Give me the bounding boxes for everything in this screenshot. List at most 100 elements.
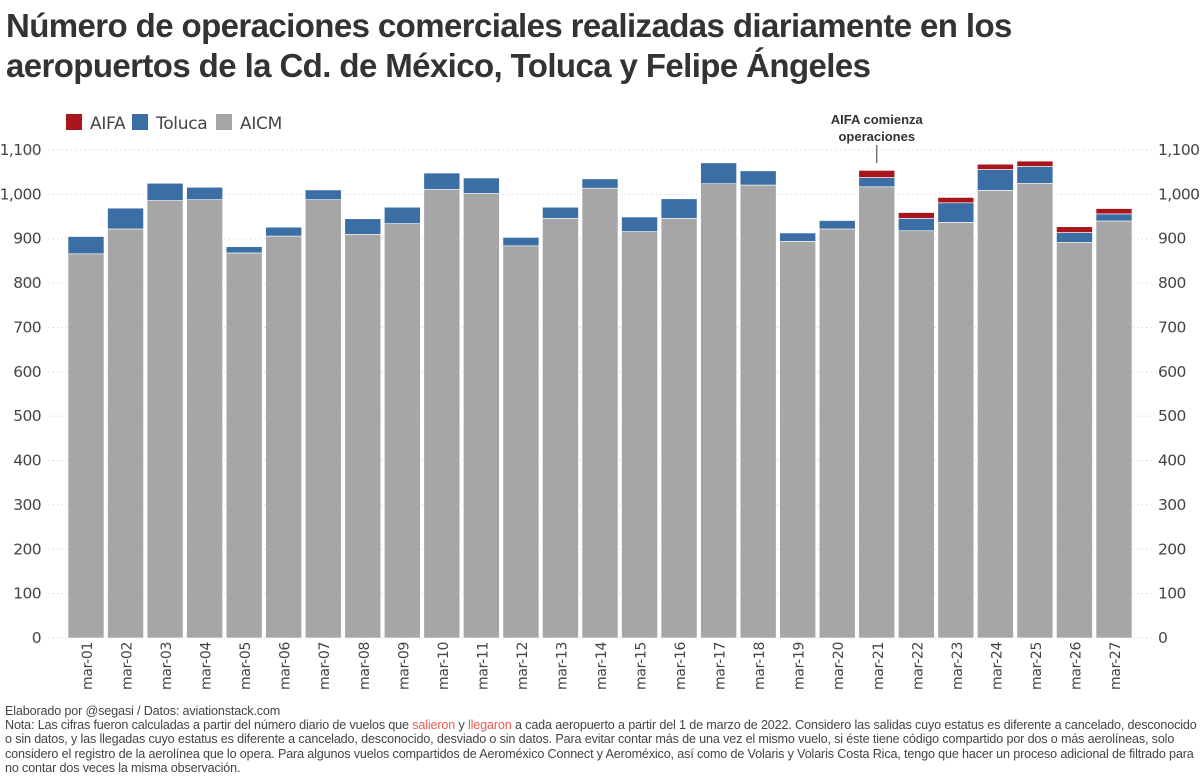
bar-aicm [463, 193, 500, 639]
bar-toluca [621, 216, 658, 232]
bar-toluca [1095, 213, 1133, 222]
bar-toluca [186, 186, 223, 200]
note-text: Nota: Las cifras fueron calculadas a par… [5, 718, 1197, 775]
bar-toluca [1056, 232, 1093, 243]
bar-toluca [779, 232, 816, 242]
y-tick-label-right: 500 [1158, 407, 1186, 425]
x-tick-label: mar-24 [989, 641, 1005, 690]
x-tick-label: mar-17 [713, 642, 729, 690]
bars [67, 160, 1133, 639]
bar-toluca [107, 207, 144, 230]
y-tick-label-left: 300 [13, 496, 41, 514]
bar-aifa [898, 212, 935, 219]
y-tick-label-right: 600 [1158, 363, 1186, 381]
bar-aicm [1016, 182, 1054, 639]
bar-toluca [463, 177, 500, 194]
bar-aicm [384, 223, 421, 639]
bar-toluca [304, 189, 342, 200]
note-part-3: a cada aeropuerto a partir del 1 de marz… [5, 718, 1197, 775]
bar-aicm [660, 218, 698, 639]
footer: Elaborado por @segasi / Datos: aviations… [5, 704, 1197, 775]
bar-aicm [304, 199, 342, 639]
x-tick-label: mar-11 [475, 642, 491, 690]
bar-aifa [937, 197, 975, 204]
x-tick-label: mar-13 [554, 642, 570, 690]
bar-aicm [739, 184, 777, 639]
x-tick-label: mar-03 [159, 642, 175, 690]
bar-toluca [937, 202, 975, 223]
y-tick-label-right: 200 [1158, 540, 1186, 558]
annotation-text-line1: AIFA comienza [831, 112, 924, 127]
y-tick-label-left: 400 [13, 452, 41, 470]
y-tick-label-right: 300 [1158, 496, 1186, 514]
bar-aifa [977, 163, 1014, 170]
x-tick-label: mar-18 [752, 642, 768, 690]
y-tick-label-left: 900 [13, 230, 41, 248]
bar-aicm [621, 231, 658, 639]
x-tick-label: mar-06 [278, 641, 294, 690]
x-tick-label: mar-04 [199, 641, 215, 690]
bar-toluca [700, 162, 737, 185]
y-tick-label-right: 400 [1158, 452, 1186, 470]
y-tick-label-left: 0 [32, 629, 41, 647]
bar-toluca [146, 182, 184, 201]
bar-aicm [898, 230, 935, 639]
legend: AIFA Toluca AICM [66, 114, 282, 134]
note-part-2: y [455, 718, 468, 733]
x-tick-label: mar-10 [436, 642, 452, 690]
y-tick-label-left: 200 [13, 540, 41, 558]
y-tick-label-right: 1,100 [1158, 141, 1199, 159]
x-tick-label: mar-20 [831, 642, 847, 690]
bar-toluca [581, 178, 619, 189]
x-tick-label: mar-27 [1108, 642, 1124, 690]
x-tick-label: mar-25 [1029, 642, 1045, 690]
x-axis: mar-01 mar-02 mar-03 mar-04 mar-05 mar-06 mar-… [80, 641, 1124, 690]
bar-aifa [1095, 208, 1133, 215]
bar-toluca [225, 246, 263, 254]
bar-aicm [265, 235, 302, 639]
x-tick-label: mar-21 [871, 642, 887, 690]
bar-aicm [225, 252, 263, 639]
annotation-text-line2: operaciones [838, 129, 915, 144]
bar-aicm [1056, 241, 1093, 639]
bar-toluca [67, 236, 105, 255]
x-tick-label: mar-09 [396, 642, 412, 690]
bar-toluca [423, 172, 461, 190]
x-tick-label: mar-07 [317, 642, 333, 690]
highlight-salieron: salieron [412, 718, 456, 733]
y-axis-right: 0 100 200 300 400 500 600 700 800 900 1,000 1,100 [1158, 141, 1200, 647]
bar-aicm [977, 190, 1014, 639]
x-tick-label: mar-26 [1068, 641, 1084, 690]
legend-swatch-toluca [132, 114, 148, 130]
x-tick-label: mar-14 [594, 641, 610, 690]
bar-aicm [937, 222, 975, 639]
legend-swatch-aicm [216, 114, 232, 130]
y-tick-label-right: 800 [1158, 274, 1186, 292]
bar-toluca [265, 226, 302, 237]
x-tick-label: mar-08 [357, 642, 373, 690]
y-tick-label-left: 800 [13, 274, 41, 292]
bar-toluca [384, 206, 421, 224]
y-tick-label-left: 500 [13, 407, 41, 425]
bar-aifa [1016, 160, 1054, 167]
x-tick-label: mar-05 [238, 642, 254, 690]
bar-toluca [1016, 166, 1054, 184]
y-axis-left: 0 100 200 300 400 500 600 700 800 900 1,000 1,100 [0, 141, 42, 647]
bar-toluca [818, 220, 856, 230]
bar-aicm [700, 183, 737, 639]
stacked-bar-chart: 0 100 200 300 400 500 600 700 800 900 1,000 1,100 0… [0, 112, 1200, 690]
bar-aicm [1095, 220, 1133, 639]
legend-label-aicm: AICM [240, 114, 282, 134]
bar-toluca [739, 170, 777, 186]
x-tick-label: mar-22 [910, 642, 926, 690]
bar-aicm [107, 228, 144, 639]
bar-aicm [818, 228, 856, 639]
y-tick-label-right: 700 [1158, 318, 1186, 336]
bar-toluca [542, 206, 579, 219]
bar-aicm [146, 200, 184, 639]
y-tick-label-left: 700 [13, 318, 41, 336]
legend-label-toluca: Toluca [155, 114, 207, 134]
bar-aicm [542, 218, 579, 639]
bar-toluca [898, 218, 935, 232]
y-tick-label-left: 600 [13, 363, 41, 381]
